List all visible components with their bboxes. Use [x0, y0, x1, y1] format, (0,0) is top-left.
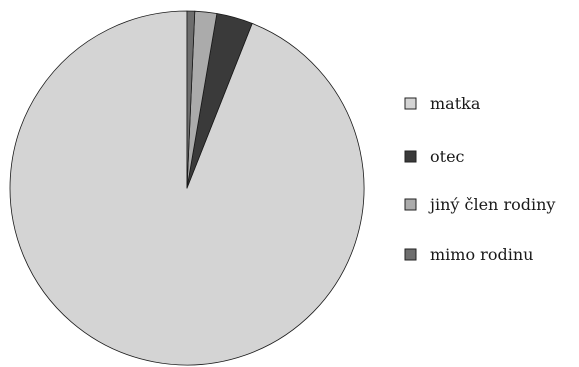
legend-label-mimo-rodinu: mimo rodinu	[430, 245, 533, 264]
legend-swatch-matka	[404, 97, 417, 110]
legend-swatch-mimo-rodinu	[404, 248, 417, 261]
legend-swatch-jiny-clen-rodiny	[404, 198, 417, 211]
pie-slice-mimo-rodinu	[186, 10, 196, 189]
legend-label-jiny-clen-rodiny: jiný člen rodiny	[428, 195, 555, 214]
legend-label-matka: matka	[430, 94, 481, 113]
pie-slice-matka	[9, 10, 365, 366]
legend-label-otec: otec	[430, 147, 465, 166]
legend: matka otec jiný člen rodiny mimo rodinu	[404, 94, 555, 264]
legend-swatch-otec	[404, 150, 417, 163]
pie-slices	[9, 10, 365, 366]
